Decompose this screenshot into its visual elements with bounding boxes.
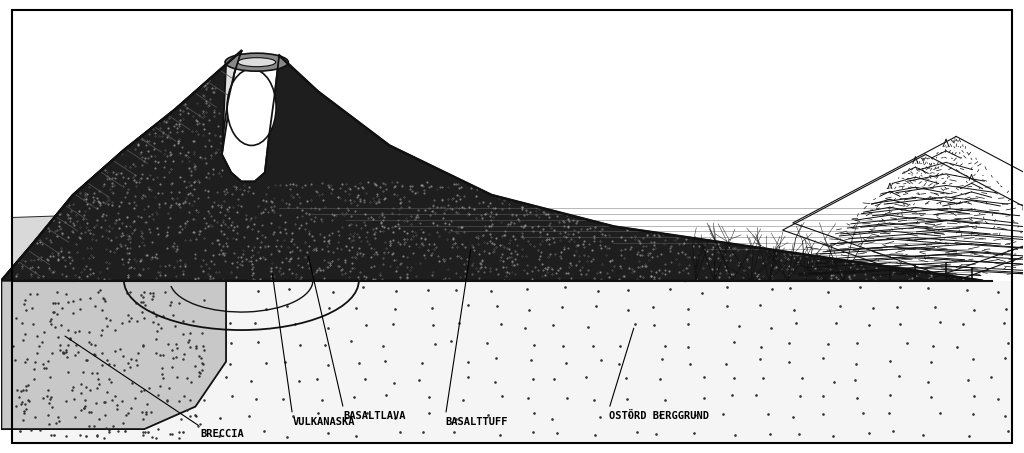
Text: OSTÖRD BERGGRUND: OSTÖRD BERGGRUND	[609, 411, 709, 421]
Ellipse shape	[238, 58, 275, 67]
Text: VULKANASKA: VULKANASKA	[293, 417, 355, 427]
Polygon shape	[1, 51, 982, 280]
Polygon shape	[1, 280, 226, 429]
Bar	[11, 280, 1013, 443]
Ellipse shape	[227, 69, 276, 145]
Ellipse shape	[225, 53, 289, 71]
Text: BRECCIA: BRECCIA	[201, 429, 245, 439]
Polygon shape	[11, 208, 982, 280]
Text: BASALTTUFF: BASALTTUFF	[445, 417, 508, 427]
Polygon shape	[1, 51, 242, 280]
Text: BASALTLAVA: BASALTLAVA	[343, 411, 406, 421]
